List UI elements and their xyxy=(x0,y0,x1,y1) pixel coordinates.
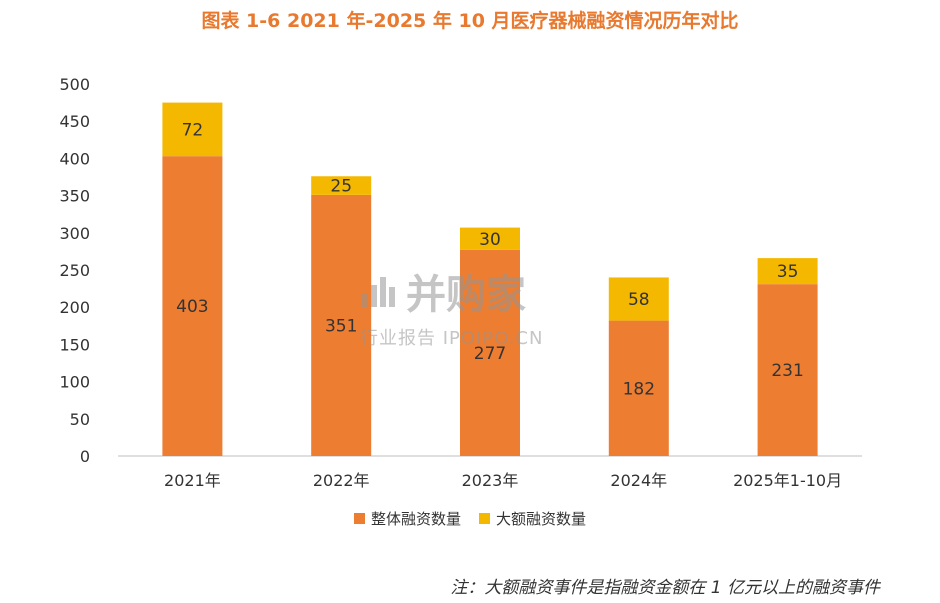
y-tick-label: 450 xyxy=(59,112,90,131)
legend-label-large: 大额融资数量 xyxy=(496,510,587,528)
x-tick-label: 2022年 xyxy=(313,471,370,490)
legend-item-large: 大额融资数量 xyxy=(479,508,586,529)
y-tick-label: 250 xyxy=(59,261,90,280)
footnote: 注：大额融资事件是指融资金额在 1 亿元以上的融资事件 xyxy=(450,578,880,598)
data-label-large: 58 xyxy=(628,290,650,310)
data-label-large: 25 xyxy=(330,177,352,197)
y-tick-label: 500 xyxy=(59,75,90,94)
data-label-large: 35 xyxy=(777,262,799,282)
y-tick-label: 100 xyxy=(59,373,90,392)
watermark-logo-icon xyxy=(362,277,395,307)
bar-overall xyxy=(460,249,520,456)
chart-title: 图表 1-6 2021 年-2025 年 10 月医疗器械融资情况历年对比 xyxy=(201,10,739,32)
watermark: 并购家 行业报告 IPOIPO.CN xyxy=(360,262,580,350)
x-tick-label: 2024年 xyxy=(610,471,667,490)
y-tick-label: 150 xyxy=(59,335,90,354)
data-label-overall: 351 xyxy=(325,316,357,336)
bar-overall xyxy=(162,156,223,456)
bar-large xyxy=(460,227,520,250)
legend-swatch-overall xyxy=(353,513,365,524)
watermark-brand: 并购家 xyxy=(406,272,526,318)
data-label-large: 30 xyxy=(479,230,501,250)
x-tick-label: 2021年 xyxy=(164,471,221,490)
data-label-large: 72 xyxy=(182,120,204,140)
data-label-overall: 231 xyxy=(771,361,803,381)
bar-overall xyxy=(311,194,372,456)
y-tick-label: 0 xyxy=(80,447,90,466)
bar-large xyxy=(757,258,818,285)
bar-large xyxy=(311,176,372,195)
data-label-overall: 403 xyxy=(176,297,208,317)
y-tick-label: 50 xyxy=(70,410,90,429)
y-tick-label: 350 xyxy=(59,187,90,206)
x-tick-label: 2025年1-10月 xyxy=(733,471,842,490)
bar-overall xyxy=(757,284,818,456)
legend: 整体融资数量 大额融资数量 xyxy=(0,508,940,529)
y-tick-label: 200 xyxy=(59,298,90,317)
y-tick-label: 400 xyxy=(59,149,90,168)
watermark-main: 并购家 xyxy=(360,262,580,320)
legend-label-overall: 整体融资数量 xyxy=(370,510,461,528)
legend-swatch-large xyxy=(479,513,490,524)
y-tick-label: 300 xyxy=(59,224,90,243)
bar-overall xyxy=(608,320,669,456)
watermark-sub: 行业报告 IPOIPO.CN xyxy=(360,328,544,349)
bar-large xyxy=(162,102,223,157)
bar-large xyxy=(608,277,669,321)
legend-item-overall: 整体融资数量 xyxy=(353,508,461,529)
x-tick-label: 2023年 xyxy=(462,471,519,490)
data-label-overall: 182 xyxy=(623,379,655,399)
data-label-overall: 277 xyxy=(474,344,506,364)
